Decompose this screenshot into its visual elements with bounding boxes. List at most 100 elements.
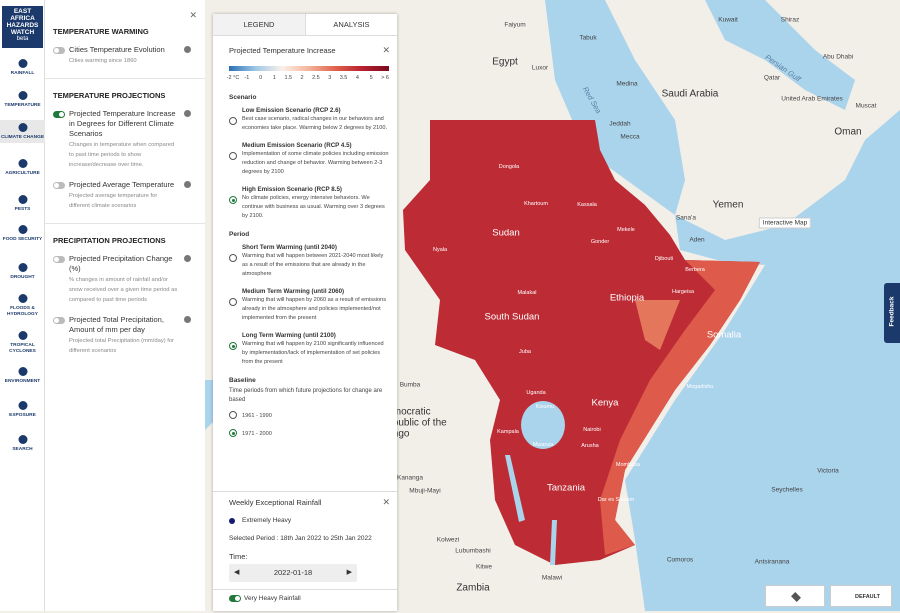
option[interactable]: Medium Term Warming (until 2060) Warming … <box>229 288 389 323</box>
layer-name: Projected Total Precipitation, Amount of… <box>69 315 164 334</box>
toggle[interactable] <box>53 47 65 54</box>
layer-desc: Projected average temperature for differ… <box>69 193 158 209</box>
card-title: Weekly Exceptional Rainfall <box>229 498 322 507</box>
nav-item[interactable]: ENVIRONMENT <box>0 364 45 387</box>
group-title: Baseline <box>229 377 256 384</box>
legend-options: Scenario Low Emission Scenario (RCP 2.6) B… <box>229 84 389 448</box>
lake-malawi <box>550 520 557 565</box>
divider <box>45 223 205 224</box>
section-title: PRECIPITATION PROJECTIONS <box>53 236 166 245</box>
option[interactable]: High Emission Scenario (RCP 8.5) No clima… <box>229 186 389 221</box>
option-desc: Warming that will happen between 2021-20… <box>242 253 384 277</box>
layer-desc: Projected total Precipitation (mm/day) f… <box>69 338 175 354</box>
lake-victoria <box>521 401 565 449</box>
layer-name: Cities Temperature Evolution <box>69 45 165 54</box>
legend-swatch <box>229 518 235 524</box>
nav-icon <box>18 294 27 303</box>
next-button[interactable]: ▶ <box>346 569 352 576</box>
scale-tick: 2.5 <box>312 75 320 81</box>
nav-item[interactable]: TEMPERATURE <box>0 88 45 111</box>
option[interactable]: Short Term Warming (until 2040) Warming t… <box>229 244 389 279</box>
card-title: Projected Temperature Increase <box>229 46 336 55</box>
layer-item[interactable]: Projected Precipitation Change (%) % chan… <box>53 254 197 305</box>
nav-item[interactable]: AGRICULTURE <box>0 156 45 179</box>
date-value[interactable]: 2022-01-18 <box>273 568 313 577</box>
basemap-button[interactable] <box>765 585 825 607</box>
radio[interactable] <box>229 429 237 437</box>
nav-label: TROPICAL CYCLONES <box>9 343 36 354</box>
info-icon[interactable] <box>184 110 191 117</box>
group-desc: Time periods from which future projectio… <box>229 388 383 403</box>
group-title: Period <box>229 231 250 238</box>
info-icon[interactable] <box>184 181 191 188</box>
layer-item[interactable]: Projected Total Precipitation, Amount of… <box>53 315 197 356</box>
info-icon[interactable] <box>184 46 191 53</box>
nav-item[interactable]: PESTS <box>0 192 45 215</box>
feedback-tab[interactable]: Feedback <box>884 283 900 343</box>
layer-item[interactable]: Projected Temperature Increase in Degree… <box>53 109 197 170</box>
section-title: TEMPERATURE PROJECTIONS <box>53 91 166 100</box>
logo-line: EAST <box>13 8 32 15</box>
option-desc: Best case scenario, radical changes in o… <box>242 116 388 131</box>
radio[interactable] <box>229 411 237 419</box>
nav-icon <box>18 159 27 168</box>
toggle[interactable] <box>53 317 65 324</box>
scale-tick: 3 <box>328 75 332 81</box>
option[interactable]: 1971 - 2000 <box>229 429 389 439</box>
toggle[interactable] <box>229 595 241 602</box>
nav-item[interactable]: EXPOSURE <box>0 398 45 421</box>
lake-tanganyika <box>505 455 525 522</box>
logo[interactable]: EAST AFRICA HAZARDS WATCH beta <box>2 6 43 48</box>
nav-item[interactable]: CLIMATE CHANGE <box>0 120 45 143</box>
scale-tick: 2 <box>300 75 304 81</box>
toggle[interactable] <box>53 111 65 118</box>
nav-item[interactable]: TROPICAL CYCLONES <box>0 328 45 356</box>
divider <box>45 78 205 79</box>
radio[interactable] <box>229 117 237 125</box>
option[interactable]: Long Term Warming (until 2100) Warming th… <box>229 332 389 367</box>
prev-button[interactable]: ◀ <box>234 569 240 576</box>
layer-item[interactable]: Cities Temperature Evolution Cities warmi… <box>53 45 197 66</box>
tab-analysis[interactable]: ANALYSIS <box>305 14 397 36</box>
nav-label: SEARCH <box>12 447 33 452</box>
info-icon[interactable] <box>184 316 191 323</box>
nav-item[interactable]: FOOD SECURITY <box>0 222 45 245</box>
layer-desc: % changes in amount of rainfall and/or s… <box>69 277 178 303</box>
option[interactable]: Medium Emission Scenario (RCP 4.5) Implem… <box>229 142 389 177</box>
default-button[interactable]: DEFAULT <box>830 585 892 607</box>
radio[interactable] <box>229 254 237 262</box>
option-name: Long Term Warming (until 2100) <box>242 332 336 339</box>
option[interactable]: 1961 - 1990 <box>229 411 389 421</box>
close-card[interactable]: ✕ <box>382 45 390 55</box>
nav-icon <box>18 91 27 100</box>
nav-icon <box>18 401 27 410</box>
red-sea <box>545 0 685 215</box>
option[interactable]: Low Emission Scenario (RCP 2.6) Best case… <box>229 107 389 133</box>
period-text: Selected Period : 18th Jan 2022 to 25th … <box>229 535 372 542</box>
nav-item[interactable]: RAINFALL <box>0 56 45 79</box>
nav-label: RAINFALL <box>10 71 35 76</box>
persian-gulf <box>705 0 855 110</box>
radio[interactable] <box>229 196 237 204</box>
toggle[interactable] <box>53 256 65 263</box>
toggle-label: Very Heavy Rainfall <box>244 595 301 602</box>
nav-label: FLOODS & HYDROLOGY <box>7 306 38 317</box>
group-title: Scenario <box>229 94 257 101</box>
close-card[interactable]: ✕ <box>382 497 390 507</box>
scale-tick: 1 <box>272 75 276 81</box>
option-desc: No climate policies, energy intensive be… <box>242 195 385 219</box>
nav-item[interactable]: SEARCH <box>0 432 45 455</box>
toggle[interactable] <box>53 182 65 189</box>
info-icon[interactable] <box>184 255 191 262</box>
layer-name: Projected Average Temperature <box>69 180 175 189</box>
radio[interactable] <box>229 298 237 306</box>
tab-legend[interactable]: LEGEND <box>213 14 305 36</box>
ocean-edge <box>205 380 215 430</box>
radio[interactable] <box>229 342 237 350</box>
nav-item[interactable]: FLOODS & HYDROLOGY <box>0 291 45 319</box>
layer-list: TEMPERATURE WARMING Cities Temperature Ev… <box>45 0 205 356</box>
close-button[interactable]: ✕ <box>189 10 197 20</box>
layer-item[interactable]: Projected Average Temperature Projected a… <box>53 180 197 211</box>
radio[interactable] <box>229 152 237 160</box>
nav-item[interactable]: DROUGHT <box>0 260 45 283</box>
